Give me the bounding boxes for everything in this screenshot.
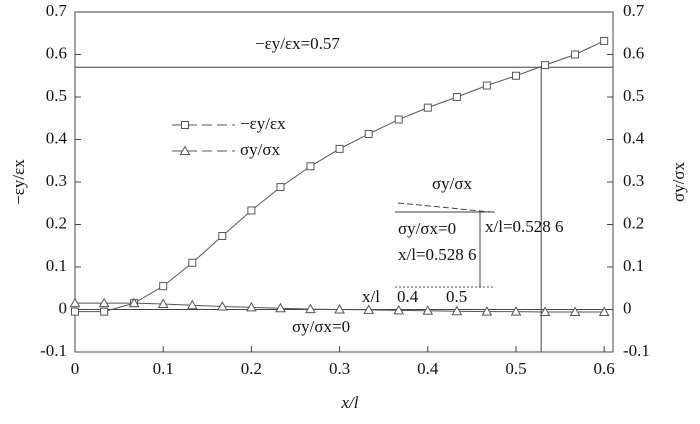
x-tick-label: 0.1 xyxy=(153,359,174,378)
point xyxy=(100,307,109,316)
point xyxy=(364,129,373,138)
point xyxy=(452,93,461,101)
annotation: 0.5 xyxy=(446,287,467,306)
y2-tick-label: 0.1 xyxy=(623,256,644,275)
y-axis-label: −εy/εx xyxy=(9,159,28,205)
x-tick-label: 0.5 xyxy=(505,359,526,378)
annotation: σy/σx=0 xyxy=(292,317,350,336)
annotation: x/l xyxy=(362,287,380,306)
y2-tick-label: 0.2 xyxy=(623,213,644,232)
legend-label: σy/σx xyxy=(240,140,281,159)
point xyxy=(218,231,227,240)
point xyxy=(393,304,405,315)
y2-tick-label: -0.1 xyxy=(623,341,650,360)
point xyxy=(159,282,168,291)
plot-frame xyxy=(74,11,614,353)
point xyxy=(186,299,198,310)
annotation: σy/σx xyxy=(432,174,473,193)
point xyxy=(305,303,316,314)
y2-tick-label: 0.3 xyxy=(623,171,644,190)
y2-tick-label: 0.6 xyxy=(623,43,644,62)
point xyxy=(422,305,434,315)
y-tick-label: 0.6 xyxy=(46,43,67,62)
point xyxy=(188,258,197,267)
x-tick-label: 0 xyxy=(71,359,80,378)
y2-tick-label: 0.7 xyxy=(623,1,645,20)
point xyxy=(482,81,491,90)
point xyxy=(128,297,140,308)
y2-tick-label: 0 xyxy=(623,298,632,317)
annotation: 0.4 xyxy=(397,287,419,306)
point xyxy=(71,307,79,316)
point xyxy=(569,306,581,317)
point xyxy=(157,298,169,308)
annotation: −εy/εx=0.57 xyxy=(255,34,340,53)
point xyxy=(511,71,520,80)
point xyxy=(423,103,432,112)
y2-tick-label: 0.4 xyxy=(623,128,645,147)
point xyxy=(600,36,609,45)
annotation: x/l=0.528 6 xyxy=(485,217,564,236)
y-tick-label: 0.7 xyxy=(46,1,68,20)
y-tick-label: 0.3 xyxy=(46,171,67,190)
point xyxy=(363,304,375,314)
y2-axis-label: σy/σx xyxy=(669,161,688,202)
legend-label: −εy/εx xyxy=(240,114,286,133)
point xyxy=(539,306,551,317)
y2-tick-label: 0.5 xyxy=(623,86,644,105)
point xyxy=(98,297,110,308)
point xyxy=(275,302,286,313)
y-tick-label: 0.1 xyxy=(46,256,67,275)
point xyxy=(216,301,228,311)
annotation: σy/σx=0 xyxy=(398,219,456,238)
point xyxy=(246,301,257,312)
point xyxy=(571,50,580,59)
x-tick-label: 0.3 xyxy=(329,359,350,378)
annotation: x/l=0.528 6 xyxy=(398,245,477,264)
point xyxy=(598,306,610,317)
point xyxy=(335,144,344,153)
legend-marker xyxy=(179,145,191,155)
point xyxy=(541,61,550,70)
x-tick-label: 0.6 xyxy=(594,359,615,378)
inset-curve xyxy=(397,202,493,213)
point xyxy=(510,306,522,316)
y-tick-label: 0.2 xyxy=(46,213,67,232)
y-tick-label: 0.4 xyxy=(46,128,68,147)
point xyxy=(69,297,81,308)
point xyxy=(247,206,256,215)
point xyxy=(334,303,345,314)
y-tick-label: -0.1 xyxy=(40,341,67,360)
x-tick-label: 0.2 xyxy=(241,359,262,378)
x-tick-label: 0.4 xyxy=(417,359,439,378)
point xyxy=(451,305,463,316)
y-tick-label: 0 xyxy=(59,298,68,317)
point xyxy=(481,306,493,316)
y-tick-label: 0.5 xyxy=(46,86,67,105)
x-axis-label: x/l xyxy=(341,393,359,412)
point xyxy=(306,162,315,171)
legend-marker xyxy=(181,121,189,129)
point xyxy=(394,115,403,124)
point xyxy=(276,183,285,192)
